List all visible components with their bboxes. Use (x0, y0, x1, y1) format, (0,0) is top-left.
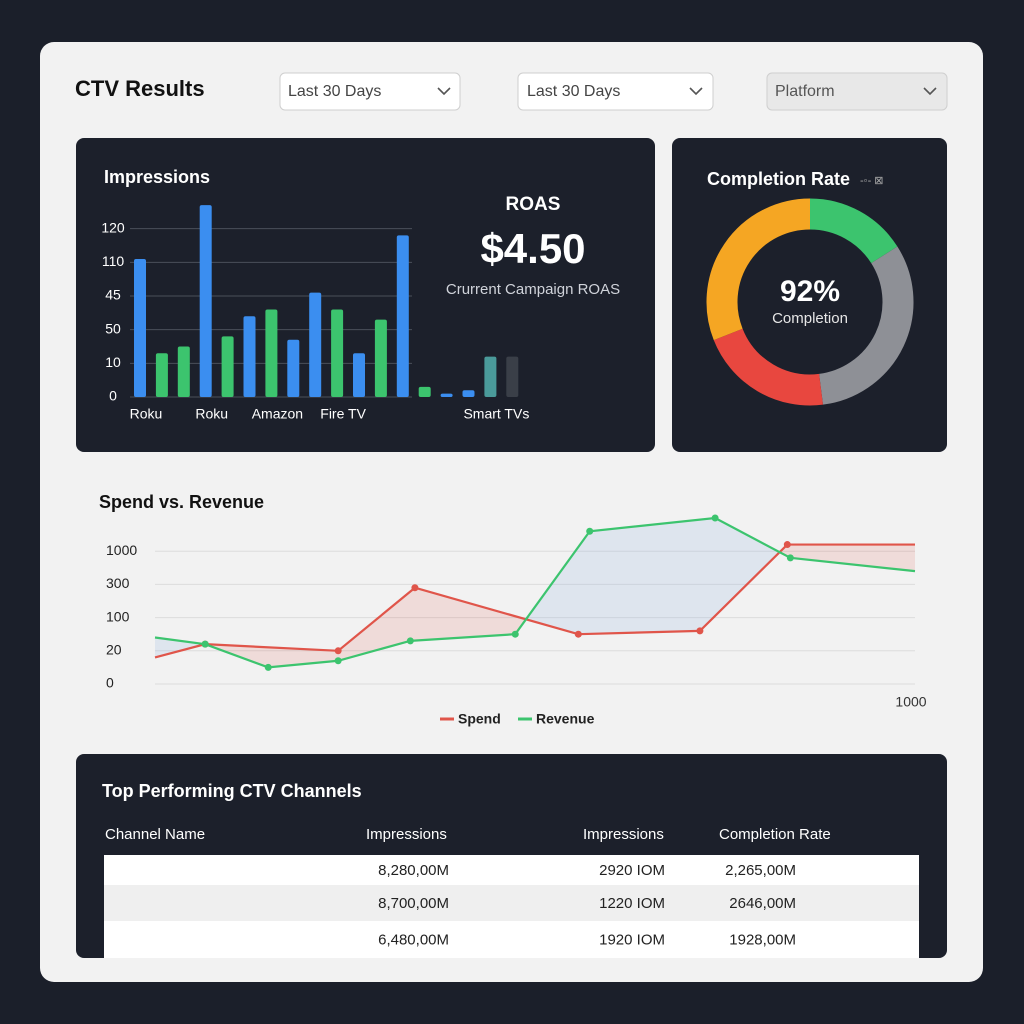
point (574, 630, 582, 638)
table-cell: 2646,00M (729, 895, 796, 912)
point (786, 554, 794, 562)
bar (199, 205, 212, 397)
dropdown[interactable] (517, 72, 714, 111)
donut-segment (706, 198, 811, 341)
bar (374, 319, 387, 397)
y-tick-label: 120 (101, 219, 125, 235)
dropdown-label[interactable]: Last 30 Days (527, 83, 620, 100)
area-fill (155, 518, 915, 658)
x-tick-label: Roku (195, 406, 228, 422)
dropdown-label[interactable]: Last 30 Days (288, 83, 381, 100)
table-cell: 1928,00M (729, 931, 796, 948)
donut-segment (809, 198, 898, 264)
donut-value: 92% (780, 275, 840, 308)
table-row (104, 855, 919, 885)
table-cell: 2920 IOM (599, 862, 665, 879)
point (783, 541, 791, 549)
x-tick-label: Amazon (252, 406, 303, 422)
point (696, 627, 704, 635)
x-tick-label: Roku (130, 406, 163, 422)
legend-label: Revenue (536, 711, 595, 727)
point (334, 657, 342, 665)
column-header: Channel Name (105, 826, 205, 843)
chevron[interactable] (437, 87, 451, 96)
bar (134, 258, 146, 397)
table-cell: 8,700,00M (378, 895, 449, 912)
chart-title: Spend vs. Revenue (99, 492, 264, 512)
y-tick-label: 10 (105, 354, 121, 370)
point (264, 663, 272, 671)
y-tick-label: 1000 (106, 542, 137, 558)
table-row (104, 921, 919, 958)
bar (506, 356, 519, 397)
kpi-value: $4.50 (480, 225, 585, 272)
line (154, 543, 915, 659)
y-tick-label: 20 (106, 642, 122, 658)
chevron[interactable] (923, 87, 937, 96)
point (411, 584, 419, 592)
bar (221, 336, 234, 397)
table-cell: 1920 IOM (599, 931, 665, 948)
y-tick-label: 110 (102, 253, 125, 269)
filter[interactable]: Last 30 Days (279, 72, 461, 111)
chart-title: Impressions (104, 167, 210, 187)
chart-title: Completion Rate (707, 169, 850, 189)
bar (155, 353, 168, 397)
table-cell: 1220 IOM (599, 895, 665, 912)
dropdown-label[interactable]: Platform (775, 83, 835, 100)
kpi-caption: Crurrent Campaign ROAS (446, 281, 620, 298)
donut-label: Completion (772, 310, 848, 327)
column-header: Completion Rate (719, 826, 831, 843)
bar (440, 393, 453, 397)
icon[interactable]: -◦- ⊠ (860, 175, 884, 187)
bar (331, 309, 344, 397)
bar (462, 390, 475, 397)
x-tick-label: Fire TV (320, 406, 366, 422)
donut-segment (818, 246, 914, 405)
point (201, 640, 209, 648)
x-tick-label: Smart TVs (463, 406, 529, 422)
table-cell: 2,265,00M (725, 862, 796, 879)
y-tick-label: 100 (106, 608, 130, 624)
y-tick-label: 300 (106, 575, 130, 591)
y-tick-label: 0 (109, 388, 117, 404)
point (406, 637, 414, 645)
point (586, 527, 594, 535)
bar (265, 309, 278, 397)
filter[interactable]: Platform (766, 72, 948, 111)
bar (418, 386, 431, 397)
chevron[interactable] (689, 87, 703, 96)
bar (353, 353, 365, 397)
filter[interactable]: Last 30 Days (517, 72, 714, 111)
point (334, 647, 342, 655)
bar (484, 356, 497, 397)
kpi-title: ROAS (506, 194, 561, 215)
donut-segment (713, 328, 823, 406)
y-tick-label: 0 (106, 675, 114, 691)
x-tick-label: 1000 (895, 694, 926, 710)
legend-label: Spend (458, 711, 501, 727)
dropdown[interactable] (766, 72, 948, 111)
bar (243, 316, 256, 397)
point (711, 514, 719, 522)
table-cell: 6,480,00M (378, 931, 449, 948)
table-row (104, 885, 919, 921)
line (154, 516, 916, 669)
dropdown[interactable] (279, 72, 461, 111)
table-title: Top Performing CTV Channels (102, 781, 362, 801)
y-tick-label: 50 (105, 320, 121, 336)
bar (287, 339, 300, 397)
column-header: Impressions (583, 826, 664, 843)
bar (396, 235, 409, 397)
point (511, 630, 519, 638)
table-cell: 8,280,00M (378, 862, 449, 879)
column-header: Impressions (366, 826, 447, 843)
y-tick-label: 45 (105, 287, 121, 303)
page-title: CTV Results (75, 76, 205, 101)
bar (177, 346, 190, 397)
bar (309, 292, 322, 397)
